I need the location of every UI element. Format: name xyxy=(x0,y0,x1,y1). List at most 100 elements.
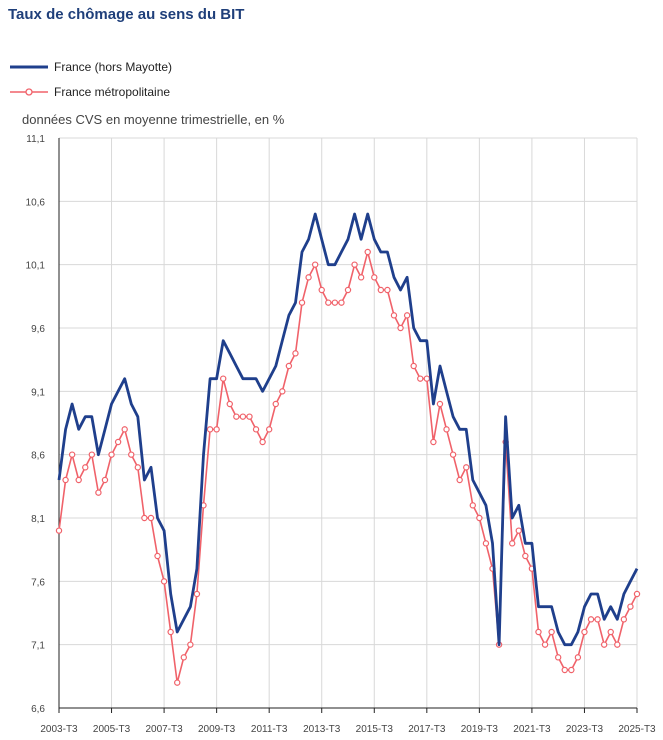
data-point-france-metropolitaine[interactable] xyxy=(121,426,128,433)
data-point-france-metropolitaine[interactable] xyxy=(279,388,286,395)
data-point-france-metropolitaine[interactable] xyxy=(456,476,463,484)
x-tick-label: 2011-T3 xyxy=(251,724,288,735)
data-point-france-metropolitaine[interactable] xyxy=(535,628,542,636)
x-tick-label: 2013-T3 xyxy=(303,724,341,735)
data-point-france-metropolitaine[interactable] xyxy=(436,400,444,408)
data-point-france-metropolitaine[interactable] xyxy=(265,426,273,433)
data-point-france-metropolitaine[interactable] xyxy=(206,426,214,433)
data-point-france-metropolitaine[interactable] xyxy=(193,590,201,598)
data-point-france-metropolitaine[interactable] xyxy=(187,641,194,648)
x-tick-label: 2021-T3 xyxy=(513,724,551,735)
data-point-france-metropolitaine[interactable] xyxy=(633,590,641,598)
data-point-france-metropolitaine[interactable] xyxy=(607,628,614,636)
data-point-france-metropolitaine[interactable] xyxy=(239,413,247,420)
data-point-france-metropolitaine[interactable] xyxy=(147,514,155,522)
data-point-france-metropolitaine[interactable] xyxy=(114,438,122,446)
data-point-france-metropolitaine[interactable] xyxy=(410,362,417,370)
data-point-france-metropolitaine[interactable] xyxy=(541,641,549,648)
data-point-france-metropolitaine[interactable] xyxy=(174,679,181,686)
data-point-france-metropolitaine[interactable] xyxy=(325,299,332,306)
data-point-france-metropolitaine[interactable] xyxy=(482,540,490,547)
x-tick-label: 2017-T3 xyxy=(408,724,446,735)
data-point-france-metropolitaine[interactable] xyxy=(357,274,365,281)
data-point-france-metropolitaine[interactable] xyxy=(344,286,352,294)
data-point-france-metropolitaine[interactable] xyxy=(338,299,345,306)
data-point-france-metropolitaine[interactable] xyxy=(581,628,588,636)
data-point-france-metropolitaine[interactable] xyxy=(449,451,457,458)
series-line-france xyxy=(57,212,639,647)
data-point-france-metropolitaine[interactable] xyxy=(351,261,358,268)
data-point-france-metropolitaine[interactable] xyxy=(443,426,450,433)
legend-item-france-metropolitaine[interactable]: France métropolitaine xyxy=(10,85,170,99)
series-line-france-metropolitaine xyxy=(58,251,638,684)
chart-title: Taux de chômage au sens du BIT xyxy=(8,6,245,23)
data-point-france-metropolitaine[interactable] xyxy=(128,451,135,458)
data-point-france-metropolitaine[interactable] xyxy=(522,552,529,560)
data-point-france-metropolitaine[interactable] xyxy=(259,438,266,446)
data-point-france-metropolitaine[interactable] xyxy=(561,666,568,674)
data-point-france-metropolitaine[interactable] xyxy=(384,286,391,294)
x-tick-label: 2015-T3 xyxy=(356,724,394,735)
data-point-france-metropolitaine[interactable] xyxy=(141,514,148,522)
data-point-france-metropolitaine[interactable] xyxy=(292,350,299,357)
data-point-france-metropolitaine[interactable] xyxy=(252,426,260,433)
data-point-france-metropolitaine[interactable] xyxy=(620,616,628,623)
data-point-france-metropolitaine[interactable] xyxy=(233,413,240,420)
data-point-france-metropolitaine[interactable] xyxy=(587,616,595,623)
data-point-france-metropolitaine[interactable] xyxy=(594,616,601,623)
data-point-france-metropolitaine[interactable] xyxy=(167,628,174,636)
data-point-france-metropolitaine[interactable] xyxy=(298,299,306,306)
data-point-france-metropolitaine[interactable] xyxy=(430,438,437,446)
data-point-france-metropolitaine[interactable] xyxy=(55,527,63,534)
legend-label-france: France (hors Mayotte) xyxy=(54,60,173,74)
data-point-france-metropolitaine[interactable] xyxy=(548,628,555,636)
data-point-france-metropolitaine[interactable] xyxy=(305,274,312,281)
data-point-france-metropolitaine[interactable] xyxy=(469,502,476,509)
data-point-france-metropolitaine[interactable] xyxy=(318,286,325,294)
data-point-france-metropolitaine[interactable] xyxy=(476,514,483,522)
data-point-france-metropolitaine[interactable] xyxy=(403,312,411,319)
data-point-france-metropolitaine[interactable] xyxy=(213,426,220,433)
data-point-france-metropolitaine[interactable] xyxy=(68,451,76,458)
data-point-france-metropolitaine[interactable] xyxy=(515,527,522,534)
data-point-france-metropolitaine[interactable] xyxy=(160,578,168,585)
data-point-france-metropolitaine[interactable] xyxy=(272,400,279,408)
y-tick-label: 6,6 xyxy=(31,704,45,715)
data-point-france-metropolitaine[interactable] xyxy=(226,400,233,408)
data-point-france-metropolitaine[interactable] xyxy=(568,666,575,674)
data-point-france-metropolitaine[interactable] xyxy=(417,375,424,382)
data-point-france-metropolitaine[interactable] xyxy=(574,654,582,661)
data-point-france-metropolitaine[interactable] xyxy=(627,603,634,610)
y-tick-label: 10,1 xyxy=(26,261,46,272)
data-point-france-metropolitaine[interactable] xyxy=(600,641,608,648)
legend-swatch-france-metropolitaine xyxy=(10,88,48,96)
data-point-france-metropolitaine[interactable] xyxy=(75,476,82,484)
data-point-france-metropolitaine[interactable] xyxy=(554,654,562,661)
data-point-france-metropolitaine[interactable] xyxy=(154,552,161,560)
data-point-france-metropolitaine[interactable] xyxy=(108,451,115,458)
data-point-france-metropolitaine[interactable] xyxy=(246,413,253,420)
data-point-france-metropolitaine[interactable] xyxy=(463,464,470,471)
data-point-france-metropolitaine[interactable] xyxy=(423,375,431,382)
data-point-france-metropolitaine[interactable] xyxy=(390,312,398,319)
data-point-france-metropolitaine[interactable] xyxy=(364,248,371,256)
data-point-france-metropolitaine[interactable] xyxy=(95,489,102,496)
legend-item-france[interactable]: France (hors Mayotte) xyxy=(10,60,172,74)
data-point-france-metropolitaine[interactable] xyxy=(101,476,109,484)
data-point-france-metropolitaine[interactable] xyxy=(377,286,385,294)
data-point-france-metropolitaine[interactable] xyxy=(311,261,319,268)
data-point-france-metropolitaine[interactable] xyxy=(509,540,516,547)
data-point-france-metropolitaine[interactable] xyxy=(88,451,96,458)
data-point-france-metropolitaine[interactable] xyxy=(82,464,89,471)
data-point-france-metropolitaine[interactable] xyxy=(220,375,227,382)
data-point-france-metropolitaine[interactable] xyxy=(180,654,187,661)
data-point-france-metropolitaine[interactable] xyxy=(134,464,142,471)
data-point-france-metropolitaine[interactable] xyxy=(614,641,621,648)
data-point-france-metropolitaine[interactable] xyxy=(371,274,378,281)
data-point-france-metropolitaine[interactable] xyxy=(331,299,339,306)
y-tick-label: 7,6 xyxy=(31,577,45,588)
data-point-france-metropolitaine[interactable] xyxy=(397,324,404,332)
data-point-france-metropolitaine[interactable] xyxy=(285,362,293,370)
data-point-france-metropolitaine[interactable] xyxy=(62,476,69,484)
